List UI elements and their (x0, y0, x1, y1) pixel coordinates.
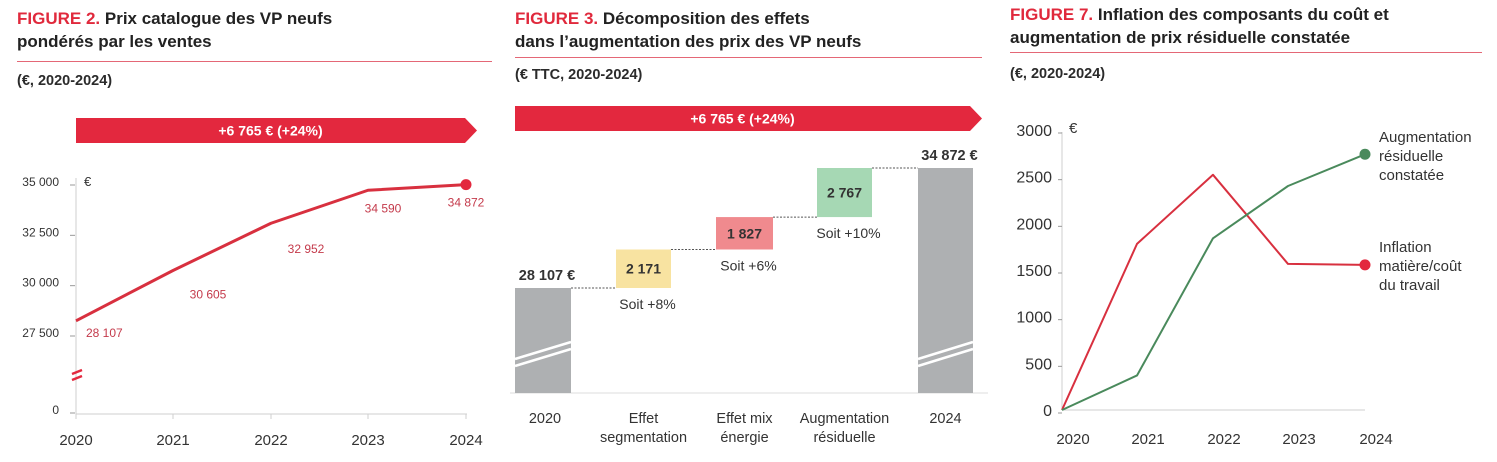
figure-2-data-label: 34 590 (365, 201, 402, 215)
figure-2-panel: FIGURE 2. Prix catalogue des VP neufs po… (0, 0, 500, 462)
figure-7-legend-label: du travail (1379, 277, 1440, 294)
figure-7-legend-label: constatée (1379, 167, 1444, 184)
figure-2-title-line1: Prix catalogue des VP neufs (104, 9, 333, 28)
figure-3-bar-break-mark (917, 340, 974, 361)
figure-3-category-label: Effet mix (716, 411, 773, 427)
figure-3-category-label: énergie (720, 430, 768, 446)
figure-2-end-marker (460, 179, 472, 191)
figure-3-category-label: résiduelle (813, 430, 875, 446)
figure-3-bar-break-mark (514, 340, 572, 361)
figure-7-title-line2: augmentation de prix résiduelle constaté… (1010, 28, 1351, 47)
figure-3-banner-arrow (515, 106, 982, 131)
figure-2-banner-label: +6 765 € (+24%) (218, 123, 322, 139)
figure-7-y-tick-label: 3000 (1016, 123, 1052, 140)
figure-7-title-line1: Inflation des composants du coût et (1097, 5, 1389, 24)
figure-2-x-tick-label: 2022 (254, 432, 287, 449)
figure-3-title-line1: Décomposition des effets (602, 9, 810, 28)
figure-7-end-marker-green (1359, 148, 1371, 160)
figure-3-delta-note: Soit +10% (816, 225, 880, 241)
figure-3-delta-box (616, 249, 671, 288)
figure-3-bar-break-mark (917, 347, 974, 368)
figure-7-chart: 3000 2500 2000 1500 1000 500 0 €2020 2021 2022 202… (1016, 120, 1472, 448)
figure-7-title-rule (1010, 52, 1482, 53)
figure-7-y-tick-label: 0 (1043, 403, 1052, 420)
figure-3-title-line2: dans l’augmentation des prix des VP neuf… (515, 32, 862, 51)
figure-7-title: FIGURE 7. Inflation des composants du co… (1010, 3, 1389, 49)
figure-3-total-bar (515, 288, 571, 393)
figure-2-x-tick-label: 2020 (59, 432, 92, 449)
figure-2-series-line (75, 183, 467, 323)
figure-3-banner-label: +6 765 € (+24%) (690, 111, 794, 127)
figure-7-end-marker-red (1359, 259, 1371, 271)
figure-3-title-rule (515, 57, 982, 58)
figure-2-data-label: 34 872 (448, 196, 485, 210)
figure-2-y-tick-label: 30 000 (22, 276, 59, 290)
figure-7-x-tick-label: 2021 (1131, 431, 1164, 448)
figure-2-data-label: 28 107 (86, 326, 123, 340)
figure-3-total-label: 28 107 € (519, 268, 575, 284)
figure-2-x-tick-label: 2024 (449, 432, 482, 449)
figure-3-total-label: 34 872 € (921, 148, 977, 164)
figure-2-number: FIGURE 2. (17, 9, 101, 28)
figure-3-category-label: segmentation (600, 430, 687, 446)
figure-2-y-tick-label: 0 (52, 403, 59, 417)
figure-2-title-rule (17, 61, 492, 62)
figure-7-legend-label: Inflation (1379, 239, 1432, 256)
figure-3-category-label: 2020 (529, 411, 561, 427)
figure-2-subtitle: (€, 2020-2024) (17, 73, 113, 89)
figure-7-x-tick-label: 2024 (1359, 431, 1392, 448)
figure-2-y-tick-label: 27 500 (22, 326, 59, 340)
figure-7-y-tick-label: 2500 (1016, 170, 1052, 187)
figure-7-number: FIGURE 7. (1010, 5, 1094, 24)
figure-7-unit-label: € (1069, 120, 1078, 137)
figure-3-bar-break-mark (514, 347, 572, 368)
figure-2-axis-break-mark (71, 368, 83, 376)
figure-2-chart: +6 765 € (+24%) 35 000 32 500 30 000 27 500 0… (22, 118, 485, 449)
figure-7-panel: FIGURE 7. Inflation des composants du co… (1000, 0, 1497, 462)
figure-3-panel: FIGURE 3. Décomposition des effets dans … (500, 0, 1000, 462)
figure-2-title-line2: pondérés par les ventes (17, 32, 212, 51)
figure-7-x-tick-label: 2023 (1282, 431, 1315, 448)
figure-7-legend-label: résiduelle (1379, 148, 1443, 165)
figure-2-x-tick-label: 2021 (156, 432, 189, 449)
figure-2-axis-break-mark (71, 374, 83, 382)
figure-3-title: FIGURE 3. Décomposition des effets dans … (515, 7, 861, 53)
figure-7-subtitle: (€, 2020-2024) (1010, 66, 1106, 82)
figure-7-legend-label: matière/coût (1379, 258, 1462, 275)
figure-7-y-tick-label: 1500 (1016, 263, 1052, 280)
figure-3-delta-box (817, 168, 872, 218)
figure-3-delta-value: 1 827 (727, 225, 762, 241)
figure-7-y-tick-label: 2000 (1016, 216, 1052, 233)
figure-2-banner-arrow (76, 118, 477, 143)
figure-3-delta-box (716, 217, 773, 250)
figure-2-data-label: 32 952 (288, 242, 325, 256)
figure-3-category-label: 2024 (929, 411, 961, 427)
figure-3-number: FIGURE 3. (515, 9, 599, 28)
figure-7-series-line-red (1061, 173, 1366, 411)
figure-3-delta-note: Soit +8% (619, 296, 675, 312)
figure-7-y-tick-label: 1000 (1016, 310, 1052, 327)
figure-3-delta-value: 2 171 (626, 261, 661, 277)
figure-2-x-tick-label: 2023 (351, 432, 384, 449)
figure-3-delta-value: 2 767 (827, 185, 862, 201)
figure-3-delta-note: Soit +6% (720, 257, 776, 273)
figure-3-total-bar (918, 168, 973, 393)
figure-7-series-line-green (1061, 153, 1366, 411)
figure-3-subtitle: (€ TTC, 2020-2024) (515, 67, 643, 83)
figure-2-data-label: 30 605 (190, 287, 227, 301)
figure-3-category-label: Effet (629, 411, 659, 427)
figure-7-legend-label: Augmentation (1379, 129, 1472, 146)
figure-7-y-tick-label: 500 (1025, 356, 1052, 373)
figure-2-y-tick-label: 35 000 (22, 175, 59, 189)
figure-2-title: FIGURE 2. Prix catalogue des VP neufs po… (17, 7, 332, 53)
figure-2-y-tick-label: 32 500 (22, 225, 59, 239)
figure-7-x-tick-label: 2020 (1056, 431, 1089, 448)
figure-3-category-label: Augmentation (800, 411, 889, 427)
figure-3-chart: +6 765 € (+24%) 28 107 € 2020 2 171 Soit +8%… (510, 106, 988, 446)
figure-2-unit-label: € (84, 174, 92, 189)
figure-7-x-tick-label: 2022 (1207, 431, 1240, 448)
